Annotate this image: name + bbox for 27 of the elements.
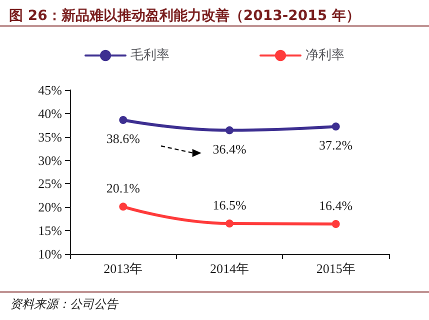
data-label: 37.2% (319, 138, 353, 153)
point (332, 122, 340, 131)
point (119, 202, 128, 211)
x-tick-label: 2015年 (316, 261, 356, 276)
x-tick-label: 2013年 (104, 261, 143, 276)
data-label: 38.6% (106, 130, 140, 146)
y-tick-label: 45% (38, 82, 62, 98)
data-label: 36.4% (212, 141, 246, 156)
data-label: 16.5% (212, 198, 246, 213)
y-tick-label: 35% (38, 129, 62, 144)
point (226, 126, 234, 134)
data-label: 20.1% (106, 180, 140, 196)
y-tick-label: 40% (38, 106, 62, 121)
y-tick-label: 30% (38, 152, 62, 168)
chart-title: 图 26：新品难以推动盈利能力改善（2013-2015 年） (9, 7, 360, 24)
x-tick-label: 2014年 (210, 261, 249, 276)
text: 资料来源：公司公告 (10, 297, 119, 311)
point (332, 220, 340, 228)
legend-label: 毛利率 (130, 47, 170, 63)
data-label: 16.4% (319, 198, 353, 214)
point (119, 116, 128, 124)
y-tick-label: 25% (38, 176, 62, 192)
legend-label: 净利率 (306, 47, 344, 63)
y-tick-label: 20% (38, 200, 62, 215)
point (226, 220, 234, 228)
y-tick-label: 15% (38, 223, 62, 238)
y-tick-label: 10% (38, 246, 62, 262)
